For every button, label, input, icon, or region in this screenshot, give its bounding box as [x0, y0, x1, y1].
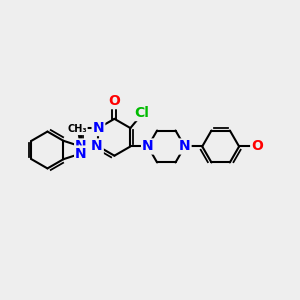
Text: N: N [91, 140, 103, 154]
Text: N: N [142, 140, 154, 154]
Text: Cl: Cl [134, 106, 149, 120]
Text: N: N [75, 146, 87, 161]
Text: N: N [75, 140, 87, 154]
Text: O: O [251, 140, 263, 154]
Text: N: N [179, 140, 190, 154]
Text: O: O [109, 94, 120, 108]
Text: N: N [93, 121, 104, 135]
Text: CH₃: CH₃ [67, 124, 87, 134]
